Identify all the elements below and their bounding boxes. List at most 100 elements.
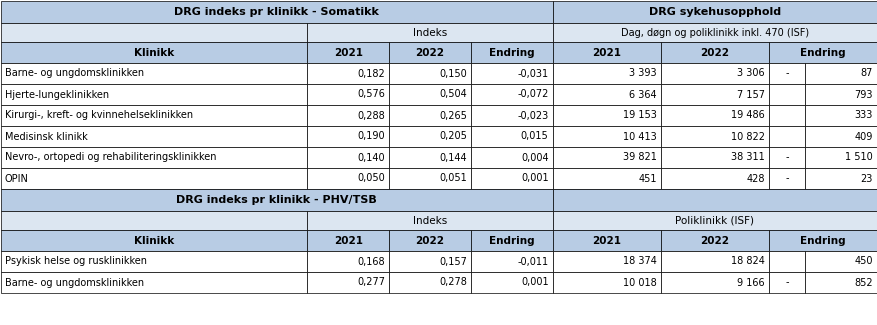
Text: -: - <box>784 278 788 288</box>
Bar <box>470 105 552 126</box>
Bar <box>552 42 660 63</box>
Bar <box>1 251 307 272</box>
Bar <box>768 147 804 168</box>
Bar <box>389 105 470 126</box>
Text: 3 306: 3 306 <box>737 69 764 79</box>
Bar <box>660 251 768 272</box>
Bar <box>768 105 804 126</box>
Bar <box>1 23 307 42</box>
Bar <box>660 230 768 251</box>
Text: Barne- og ungdomsklinikken: Barne- og ungdomsklinikken <box>5 278 144 288</box>
Bar <box>1 105 307 126</box>
Text: Indeks: Indeks <box>412 28 446 37</box>
Bar <box>552 63 660 84</box>
Text: OPIN: OPIN <box>5 174 29 184</box>
Bar <box>307 84 389 105</box>
Text: -0,031: -0,031 <box>517 69 548 79</box>
Bar <box>804 84 876 105</box>
Bar <box>389 126 470 147</box>
Text: 852: 852 <box>853 278 872 288</box>
Text: 0,168: 0,168 <box>357 256 385 266</box>
Bar <box>470 230 552 251</box>
Bar <box>768 126 804 147</box>
Text: 6 364: 6 364 <box>628 89 656 99</box>
Text: 0,205: 0,205 <box>438 132 467 141</box>
Bar <box>307 23 552 42</box>
Text: 0,051: 0,051 <box>438 174 467 184</box>
Text: 0,001: 0,001 <box>520 278 548 288</box>
Bar <box>552 1 876 23</box>
Text: -0,072: -0,072 <box>517 89 548 99</box>
Text: 18 824: 18 824 <box>731 256 764 266</box>
Text: 0,277: 0,277 <box>357 278 385 288</box>
Bar <box>660 42 768 63</box>
Bar <box>552 272 660 293</box>
Text: 2021: 2021 <box>333 47 362 58</box>
Text: 0,150: 0,150 <box>438 69 467 79</box>
Text: DRG indeks pr klinikk - Somatikk: DRG indeks pr klinikk - Somatikk <box>175 7 379 17</box>
Bar <box>389 168 470 189</box>
Bar <box>804 147 876 168</box>
Bar <box>470 42 552 63</box>
Text: 450: 450 <box>853 256 872 266</box>
Bar <box>1 126 307 147</box>
Bar <box>1 272 307 293</box>
Bar <box>552 230 660 251</box>
Bar <box>307 272 389 293</box>
Text: Nevro-, ortopedi og rehabiliteringsklinikken: Nevro-, ortopedi og rehabiliteringsklini… <box>5 152 217 162</box>
Bar <box>389 84 470 105</box>
Bar <box>552 147 660 168</box>
Bar <box>804 251 876 272</box>
Text: 3 393: 3 393 <box>628 69 656 79</box>
Text: 409: 409 <box>853 132 872 141</box>
Bar <box>660 168 768 189</box>
Bar <box>307 63 389 84</box>
Bar <box>552 84 660 105</box>
Text: Endring: Endring <box>488 47 534 58</box>
Text: 0,576: 0,576 <box>357 89 385 99</box>
Text: 10 018: 10 018 <box>623 278 656 288</box>
Bar <box>1 84 307 105</box>
Bar <box>470 147 552 168</box>
Text: DRG indeks pr klinikk - PHV/TSB: DRG indeks pr klinikk - PHV/TSB <box>176 195 377 205</box>
Bar <box>307 230 389 251</box>
Text: Endring: Endring <box>488 236 534 245</box>
Text: 87: 87 <box>859 69 872 79</box>
Bar <box>660 63 768 84</box>
Bar <box>1 42 307 63</box>
Bar <box>470 84 552 105</box>
Bar <box>389 230 470 251</box>
Text: 19 486: 19 486 <box>731 111 764 121</box>
Text: -0,011: -0,011 <box>517 256 548 266</box>
Bar <box>389 251 470 272</box>
Text: 2022: 2022 <box>700 236 729 245</box>
Bar <box>1 63 307 84</box>
Bar <box>804 272 876 293</box>
Bar <box>470 272 552 293</box>
Text: 0,144: 0,144 <box>438 152 467 162</box>
Text: 39 821: 39 821 <box>622 152 656 162</box>
Text: 2021: 2021 <box>591 47 620 58</box>
Bar <box>804 126 876 147</box>
Bar <box>307 147 389 168</box>
Bar <box>804 63 876 84</box>
Bar <box>552 189 876 211</box>
Bar <box>660 147 768 168</box>
Text: 2022: 2022 <box>700 47 729 58</box>
Bar <box>660 105 768 126</box>
Bar <box>1 1 552 23</box>
Text: 0,004: 0,004 <box>520 152 548 162</box>
Text: Indeks: Indeks <box>412 215 446 226</box>
Text: Poliklinikk (ISF): Poliklinikk (ISF) <box>674 215 753 226</box>
Bar <box>552 168 660 189</box>
Text: Psykisk helse og rusklinikken: Psykisk helse og rusklinikken <box>5 256 146 266</box>
Text: -0,023: -0,023 <box>517 111 548 121</box>
Bar <box>660 272 768 293</box>
Bar <box>307 168 389 189</box>
Bar <box>470 168 552 189</box>
Bar <box>1 230 307 251</box>
Text: 0,504: 0,504 <box>438 89 467 99</box>
Text: 2021: 2021 <box>333 236 362 245</box>
Text: 793: 793 <box>853 89 872 99</box>
Text: Hjerte-lungeklinikken: Hjerte-lungeklinikken <box>5 89 109 99</box>
